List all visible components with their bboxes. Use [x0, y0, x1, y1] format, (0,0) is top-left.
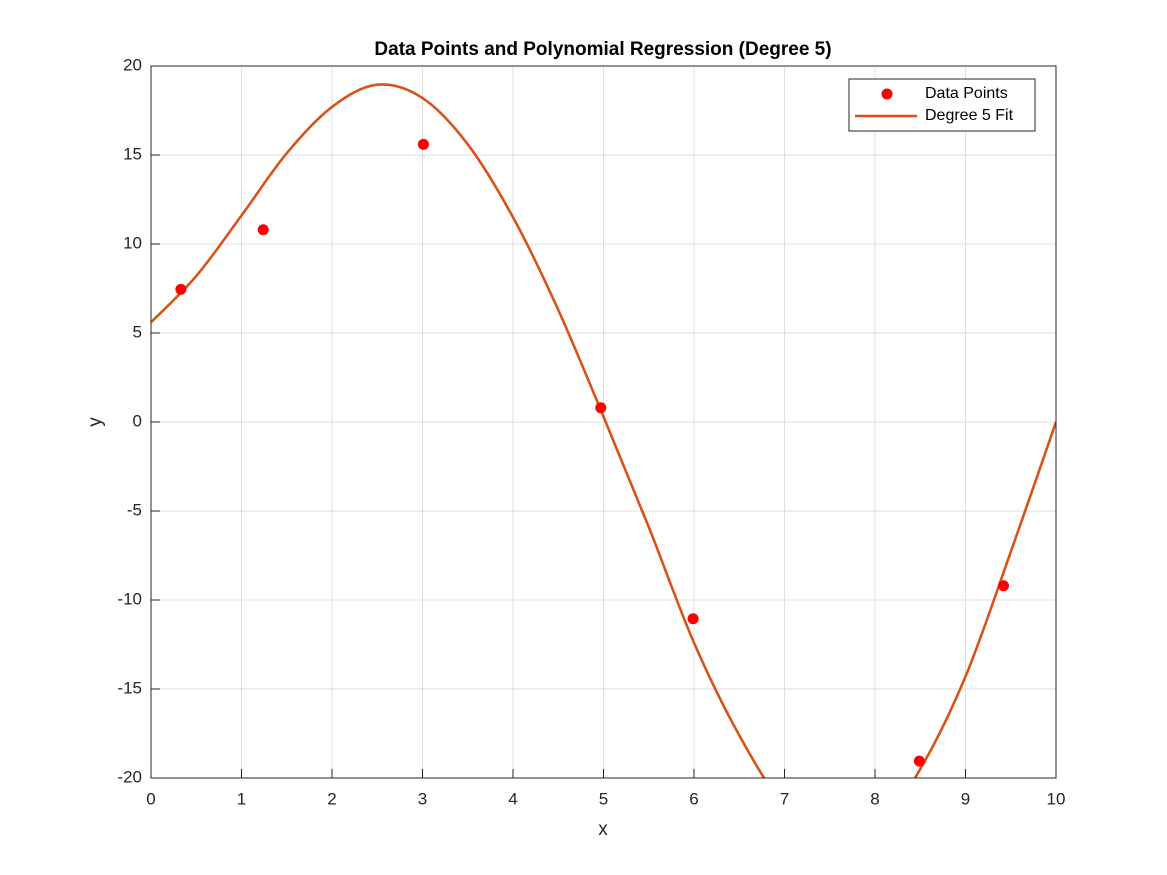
x-tick-label: 6: [689, 789, 698, 808]
legend-label: Data Points: [925, 85, 1008, 102]
x-tick-label: 8: [870, 789, 879, 808]
x-tick-label: 3: [418, 789, 427, 808]
x-tick-label: 7: [780, 789, 789, 808]
data-point: [595, 402, 607, 414]
x-tick-label: 5: [599, 789, 608, 808]
y-tick-label: -20: [117, 767, 142, 786]
y-tick-label: -5: [127, 500, 142, 519]
data-point: [687, 613, 699, 625]
x-tick-label: 10: [1047, 789, 1066, 808]
legend-swatch: [881, 88, 893, 100]
legend-label: Degree 5 Fit: [925, 107, 1014, 124]
x-tick-label: 4: [508, 789, 517, 808]
chart-title: Data Points and Polynomial Regression (D…: [374, 39, 831, 60]
data-point: [175, 283, 187, 295]
y-tick-label: 0: [133, 411, 142, 430]
data-point: [913, 755, 925, 767]
x-axis-label: x: [598, 819, 608, 840]
legend-box: [848, 78, 1036, 132]
data-point: [257, 224, 269, 236]
data-point: [417, 138, 429, 150]
y-tick-label: 15: [123, 144, 142, 163]
x-tick-label: 9: [961, 789, 970, 808]
y-tick-label: 5: [133, 322, 142, 341]
data-point: [998, 580, 1010, 592]
y-tick-label: -10: [117, 589, 142, 608]
y-tick-label: -15: [117, 678, 142, 697]
x-tick-label: 1: [237, 789, 246, 808]
x-tick-label: 2: [327, 789, 336, 808]
x-tick-label: 0: [146, 789, 155, 808]
y-tick-label: 10: [123, 233, 142, 252]
y-tick-label: 20: [123, 55, 142, 74]
y-axis-label: y: [85, 417, 106, 427]
